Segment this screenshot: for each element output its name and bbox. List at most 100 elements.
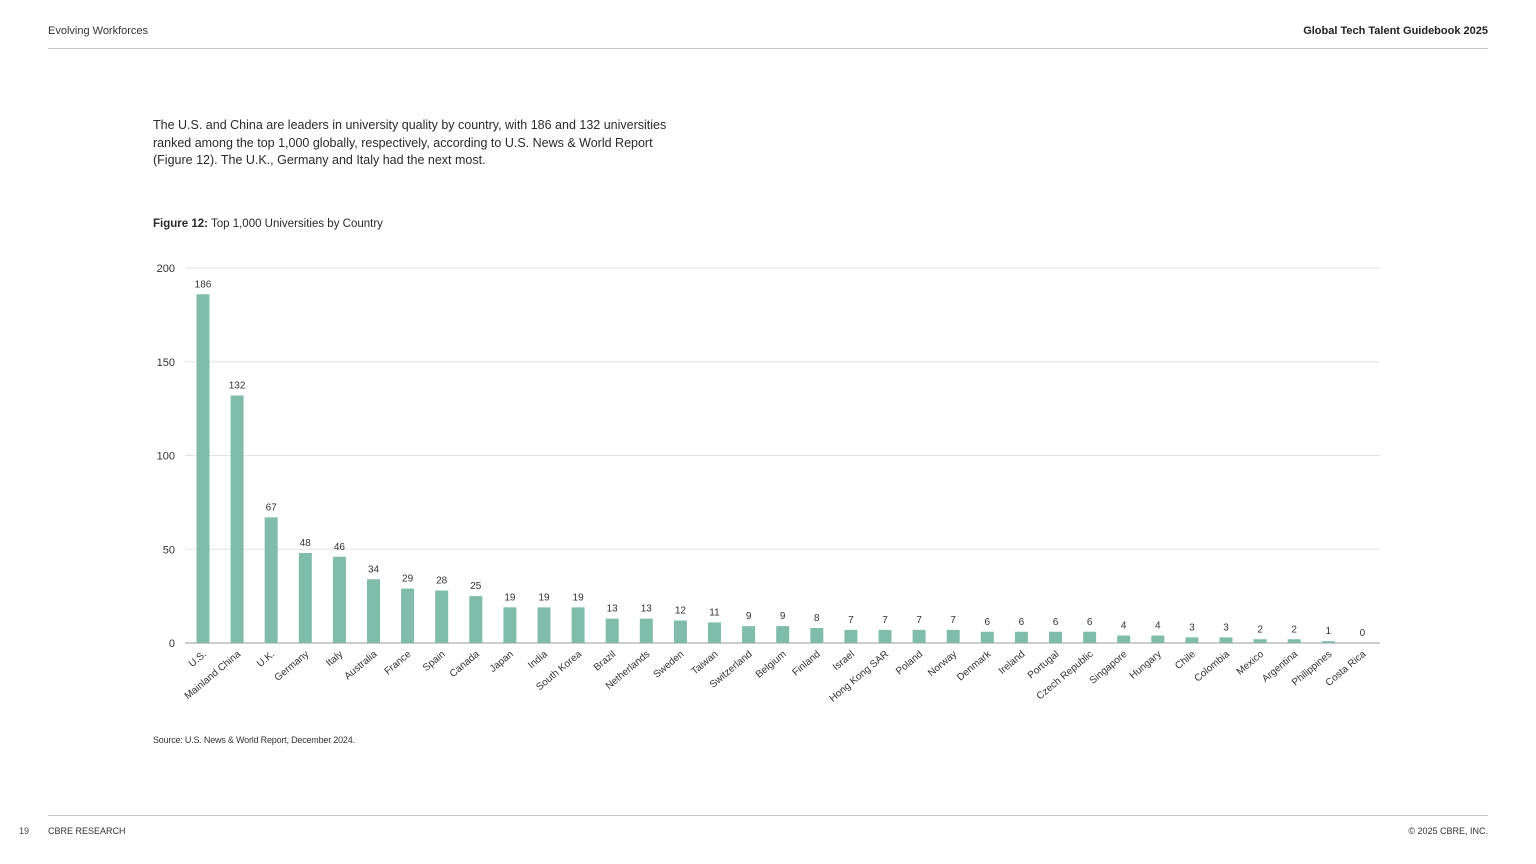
data-label: 0 (1360, 628, 1366, 639)
data-label: 1 (1326, 626, 1332, 637)
data-label: 13 (641, 604, 653, 615)
x-tick-label: Chile (1173, 649, 1198, 672)
bar (844, 629, 858, 643)
bar (946, 629, 960, 643)
data-label: 2 (1257, 624, 1263, 635)
source-note: Source: U.S. News & World Report, Decemb… (153, 735, 355, 745)
x-tick-label: Poland (894, 649, 925, 677)
x-tick-label: Germany (273, 649, 312, 684)
x-tick-label: Brazil (592, 649, 618, 674)
x-tick-label: Canada (448, 649, 482, 680)
x-tick-label: Finland (791, 649, 823, 679)
bar (1287, 639, 1301, 643)
data-label: 186 (195, 279, 212, 290)
bar (537, 607, 551, 643)
data-label: 9 (780, 611, 786, 622)
data-label: 3 (1223, 622, 1229, 633)
footer-divider (48, 815, 1488, 816)
figure-label: Figure 12: (153, 218, 208, 230)
x-tick-label: Israel (831, 649, 857, 673)
bar (1151, 635, 1165, 643)
x-tick-label: Mexico (1235, 649, 1267, 678)
data-label: 6 (985, 617, 991, 628)
bar (435, 590, 449, 643)
x-tick-label: France (383, 649, 414, 678)
data-label: 19 (504, 592, 516, 603)
data-label: 46 (334, 542, 346, 553)
bar (1117, 635, 1131, 643)
bar (503, 607, 517, 643)
figure-caption: Figure 12: Top 1,000 Universities by Cou… (153, 218, 383, 230)
bar (367, 579, 380, 643)
publication-title: Global Tech Talent Guidebook 2025 (1303, 25, 1488, 37)
data-label: 25 (470, 581, 482, 592)
data-label: 11 (709, 607, 720, 618)
data-label: 7 (882, 615, 888, 626)
x-tick-label: U.S. (187, 649, 209, 670)
data-label: 3 (1189, 622, 1195, 633)
y-tick-label: 150 (157, 357, 175, 369)
x-tick-label: Spain (421, 649, 448, 674)
bar (742, 626, 756, 643)
data-label: 6 (1019, 617, 1025, 628)
bar (1014, 631, 1028, 643)
data-label: 7 (950, 615, 956, 626)
data-label: 19 (573, 592, 585, 603)
x-tick-label: Italy (324, 649, 345, 669)
footer-copyright: © 2025 CBRE, INC. (1408, 826, 1488, 836)
footer-brand: CBRE RESEARCH (48, 826, 126, 836)
bar (878, 629, 892, 643)
x-tick-label: Colombia (1192, 649, 1232, 685)
bar (1185, 637, 1199, 643)
x-tick-label: U.K. (255, 649, 277, 670)
bar (1321, 641, 1335, 643)
bar (639, 618, 653, 643)
header-divider (48, 48, 1488, 49)
data-label: 12 (675, 606, 687, 617)
bar (469, 596, 483, 643)
data-label: 6 (1087, 617, 1093, 628)
bar (605, 618, 619, 643)
data-label: 28 (436, 576, 448, 587)
bar (401, 588, 415, 643)
data-label: 6 (1053, 617, 1059, 628)
bar (776, 626, 790, 643)
y-tick-label: 100 (157, 451, 175, 463)
bar (912, 629, 926, 643)
data-label: 7 (848, 615, 854, 626)
data-label: 2 (1291, 624, 1297, 635)
x-tick-label: Australia (343, 649, 380, 683)
bar (673, 620, 687, 643)
data-label: 4 (1121, 621, 1127, 632)
bar (1083, 631, 1097, 643)
x-tick-label: Hungary (1128, 649, 1164, 682)
bar (571, 607, 585, 643)
x-tick-label: Ireland (997, 649, 1027, 677)
y-tick-label: 200 (157, 263, 175, 275)
x-tick-label: India (526, 649, 550, 672)
data-label: 48 (300, 538, 312, 549)
section-title: Evolving Workforces (48, 25, 149, 37)
x-tick-label: Japan (488, 649, 516, 675)
bar (196, 294, 210, 643)
y-tick-label: 0 (169, 638, 175, 650)
bar (708, 622, 721, 643)
data-label: 9 (746, 611, 752, 622)
x-tick-label: Singapore (1088, 649, 1130, 687)
data-label: 34 (368, 564, 380, 575)
data-label: 4 (1155, 621, 1161, 632)
intro-paragraph: The U.S. and China are leaders in univer… (153, 118, 667, 167)
x-tick-label: Hong Kong SAR (828, 649, 891, 705)
y-tick-label: 50 (163, 544, 175, 556)
figure-title: Top 1,000 Universities by Country (210, 218, 383, 230)
bar (298, 553, 312, 643)
data-label: 132 (229, 381, 246, 392)
bar (810, 628, 824, 643)
bar (980, 631, 994, 643)
data-label: 8 (814, 613, 820, 624)
bar (264, 517, 278, 643)
data-label: 29 (402, 574, 414, 585)
x-tick-label: Denmark (955, 648, 994, 683)
data-label: 67 (266, 502, 278, 513)
